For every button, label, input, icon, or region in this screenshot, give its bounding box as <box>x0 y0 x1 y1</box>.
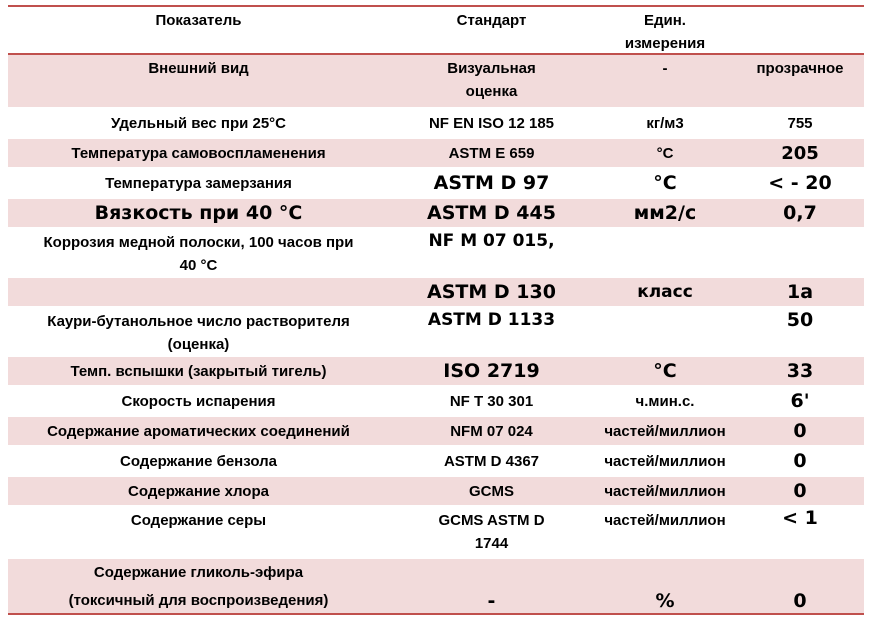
standard-cell: Визуальная оценка <box>389 57 594 103</box>
unit-cell: °C <box>653 171 677 194</box>
table-row: Температура самовоспламенения ASTM E 659… <box>8 139 864 169</box>
table-row: Содержание бензола ASTM D 4367 частей/ми… <box>8 447 864 477</box>
unit-cell: ч.мин.с. <box>635 392 695 410</box>
standard-cell: GCMS ASTM D 1744 <box>389 509 594 555</box>
value-cell: < - 20 <box>768 171 832 194</box>
param-cell: Удельный вес при 25°C <box>110 114 287 132</box>
param-cell: Содержание бензола <box>120 452 277 470</box>
table-row: Содержание гликоль-эфира (токсичный для … <box>8 559 864 615</box>
value-cell: 755 <box>787 114 813 132</box>
standard-cell: ASTM D 97 <box>433 171 550 194</box>
unit-cell <box>594 229 736 276</box>
table-row: Содержание хлора GCMS частей/миллион 0 <box>8 477 864 507</box>
param-line1: Коррозия медной полоски, 100 часов при <box>43 234 354 251</box>
header-unit: Един. измерения <box>594 9 736 55</box>
param-line2: 40 °C <box>179 257 218 274</box>
table-row: Темп. вспышки (закрытый тигель) ISO 2719… <box>8 357 864 387</box>
standard-cell: NF T 30 301 <box>449 392 534 410</box>
value-cell: 50 <box>786 309 814 331</box>
unit-cell: °C <box>653 359 677 382</box>
header-unit-line1: Един. <box>644 12 686 29</box>
table-row: Внешний вид Визуальная оценка - прозрачн… <box>8 55 864 109</box>
table-row: Каури-бутанольное число растворителя (оц… <box>8 308 864 357</box>
param-cell: Температура самовоспламенения <box>71 144 326 162</box>
table-row: Коррозия медной полоски, 100 часов при 4… <box>8 229 864 278</box>
table-row: ASTM D 130 класс 1a <box>8 278 864 308</box>
standard-cell: ISO 2719 <box>443 359 540 382</box>
spec-table: Показатель Стандарт Един. измерения Внеш… <box>8 5 864 615</box>
value-cell: 205 <box>781 142 819 164</box>
value-cell: 6' <box>790 389 810 412</box>
standard-line2: 1744 <box>474 535 509 552</box>
standard-cell: ASTM D 4367 <box>443 452 540 470</box>
value-cell: 0 <box>793 479 807 502</box>
param-line2: (оценка) <box>167 336 230 353</box>
param-cell: Температура замерзания <box>105 174 292 192</box>
param-cell: Содержание серы <box>130 512 267 529</box>
value-cell: 0 <box>793 449 807 472</box>
value-cell: 0,7 <box>783 201 817 224</box>
unit-cell: кг/м3 <box>646 114 684 132</box>
unit-cell: частей/миллион <box>604 482 726 500</box>
param-cell: Каури-бутанольное число растворителя (оц… <box>8 310 389 356</box>
standard-cell: - <box>487 590 496 612</box>
param-cell: Вязкость при 40 °C <box>94 201 303 224</box>
standard-line2: оценка <box>465 83 518 100</box>
param-line1: Каури-бутанольное число растворителя <box>47 313 350 330</box>
unit-cell: частей/миллион <box>604 512 726 529</box>
table-row: Содержание серы GCMS ASTM D 1744 частей/… <box>8 507 864 559</box>
standard-cell: GCMS <box>469 482 514 500</box>
standard-cell: ASTM E 659 <box>448 144 535 162</box>
param-line1: Содержание гликоль-эфира <box>93 564 304 581</box>
standard-cell: ASTM D 1133 <box>427 310 556 330</box>
table-row: Удельный вес при 25°C NF EN ISO 12 185 к… <box>8 109 864 139</box>
unit-cell <box>594 308 736 355</box>
unit-cell: - <box>662 60 668 77</box>
unit-cell: % <box>655 590 675 612</box>
header-parameter: Показатель <box>155 12 242 29</box>
value-cell: 0 <box>793 590 807 612</box>
table-row: Вязкость при 40 °C ASTM D 445 мм2/с 0,7 <box>8 199 864 229</box>
param-cell: Содержание гликоль-эфира (токсичный для … <box>8 559 389 613</box>
standard-cell: ASTM D 445 <box>427 201 556 224</box>
unit-cell: мм2/с <box>633 201 697 224</box>
standard-line1: GCMS ASTM D <box>438 512 545 529</box>
header-unit-line2: измерения <box>624 35 706 52</box>
param-line2: (токсичный для воспроизведения) <box>68 592 329 609</box>
standard-line1: Визуальная <box>447 60 536 77</box>
value-cell: 33 <box>786 359 814 382</box>
header-standard: Стандарт <box>456 12 527 29</box>
param-cell: Темп. вспышки (закрытый тигель) <box>70 362 327 380</box>
standard-cell: ASTM D 130 <box>427 280 556 303</box>
unit-cell: °C <box>656 144 674 162</box>
value-cell: прозрачное <box>756 60 844 77</box>
table-header: Показатель Стандарт Един. измерения <box>8 5 864 55</box>
header-value <box>736 7 864 53</box>
param-cell: Содержание хлора <box>128 482 269 500</box>
table-row: Температура замерзания ASTM D 97 °C < - … <box>8 169 864 199</box>
param-cell: Содержание ароматических соединений <box>47 422 350 440</box>
unit-cell: частей/миллион <box>604 422 726 440</box>
unit-cell: класс <box>637 281 693 302</box>
standard-cell: NFM 07 024 <box>450 422 533 440</box>
table-row: Содержание ароматических соединений NFM … <box>8 417 864 447</box>
param-cell: Коррозия медной полоски, 100 часов при 4… <box>8 231 389 277</box>
standard-cell: NF EN ISO 12 185 <box>428 114 555 132</box>
unit-cell: частей/миллион <box>604 452 726 470</box>
param-cell: Скорость испарения <box>121 392 276 410</box>
value-cell <box>736 229 864 276</box>
table-row: Скорость испарения NF T 30 301 ч.мин.с. … <box>8 387 864 417</box>
value-cell: < 1 <box>782 507 818 529</box>
value-cell: 1a <box>786 280 814 303</box>
standard-cell: NF M 07 015, <box>428 231 555 251</box>
param-cell: Внешний вид <box>148 60 249 77</box>
value-cell: 0 <box>793 419 807 442</box>
